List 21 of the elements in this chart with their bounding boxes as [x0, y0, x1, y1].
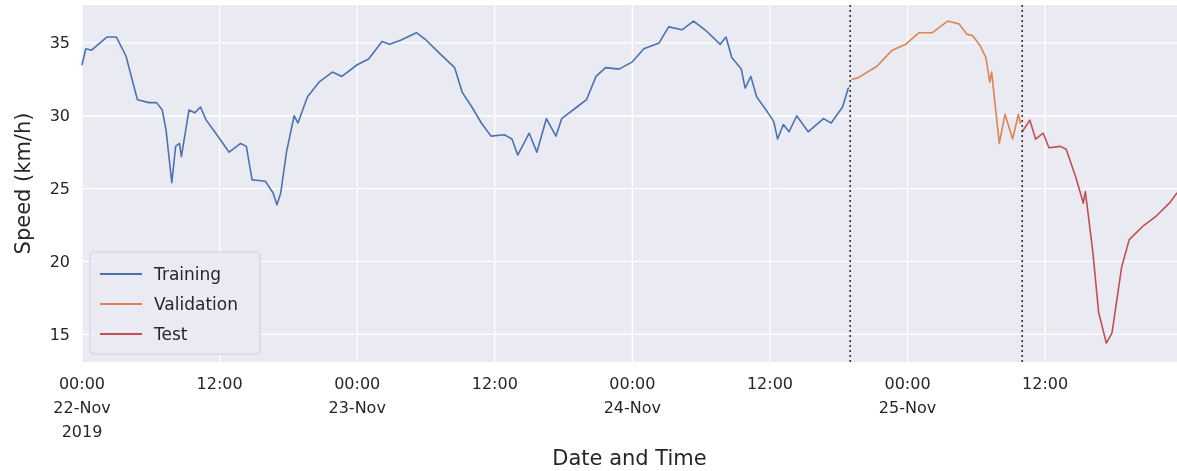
y-axis-title: Speed (km/h): [11, 112, 35, 255]
legend-label: Training: [153, 263, 222, 284]
y-tick-label: 35: [49, 33, 70, 53]
x-tick-label: 00:00 22-Nov 2019: [53, 374, 111, 441]
x-tick-label: 12:00: [746, 374, 794, 393]
line-series: [851, 20, 1022, 145]
legend-label: Validation: [154, 293, 238, 314]
x-tick-label: 12:00: [1022, 374, 1069, 393]
x-tick-label: 12:00: [471, 374, 518, 393]
y-tick-label: 25: [49, 179, 70, 199]
line-series: [1021, 119, 1177, 344]
y-tick-label: 20: [49, 252, 70, 272]
x-axis-title: Date and Time: [552, 446, 707, 470]
x-tick-label: 12:00: [196, 374, 243, 393]
y-tick-label: 30: [49, 106, 70, 126]
x-tick-label: 00:00 24-Nov: [603, 374, 662, 417]
line-series: [81, 20, 850, 206]
y-tick-label: 15: [49, 324, 70, 344]
legend-label: Test: [153, 323, 188, 344]
x-tick-label: 00:00 23-Nov: [328, 374, 386, 417]
x-tick-label: 00:00 25-Nov: [878, 374, 937, 417]
